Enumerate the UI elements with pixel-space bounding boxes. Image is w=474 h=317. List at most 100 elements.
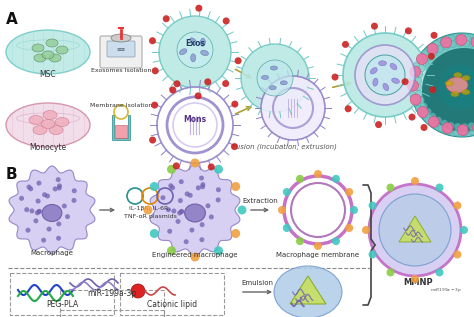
Text: Macrophage: Macrophage bbox=[30, 250, 73, 256]
Circle shape bbox=[369, 184, 461, 276]
Text: Membrane Isolation: Membrane Isolation bbox=[90, 103, 152, 108]
Circle shape bbox=[188, 193, 193, 198]
Circle shape bbox=[65, 214, 70, 219]
Circle shape bbox=[55, 177, 61, 182]
Ellipse shape bbox=[49, 54, 61, 62]
Circle shape bbox=[167, 165, 176, 174]
Ellipse shape bbox=[46, 39, 58, 47]
Circle shape bbox=[166, 207, 171, 212]
Circle shape bbox=[56, 236, 61, 241]
Circle shape bbox=[409, 84, 416, 91]
Circle shape bbox=[342, 41, 349, 48]
Circle shape bbox=[401, 78, 409, 85]
Circle shape bbox=[464, 34, 471, 41]
Circle shape bbox=[37, 209, 42, 214]
Circle shape bbox=[241, 44, 309, 112]
Circle shape bbox=[442, 123, 453, 133]
Circle shape bbox=[26, 228, 30, 233]
Ellipse shape bbox=[42, 51, 54, 59]
Circle shape bbox=[195, 5, 202, 12]
Circle shape bbox=[56, 221, 61, 226]
Text: Exosomes Isolation: Exosomes Isolation bbox=[91, 68, 151, 73]
Circle shape bbox=[416, 71, 423, 78]
Circle shape bbox=[144, 205, 153, 215]
Circle shape bbox=[456, 35, 467, 45]
Circle shape bbox=[149, 137, 156, 144]
Circle shape bbox=[45, 194, 50, 198]
Circle shape bbox=[175, 219, 181, 224]
Text: IL-1βR, IL-6R,: IL-1βR, IL-6R, bbox=[129, 206, 171, 211]
Circle shape bbox=[412, 99, 419, 106]
Circle shape bbox=[447, 122, 454, 129]
Circle shape bbox=[168, 183, 173, 188]
Circle shape bbox=[415, 106, 422, 113]
Circle shape bbox=[420, 124, 428, 131]
Circle shape bbox=[471, 36, 474, 42]
Circle shape bbox=[456, 34, 463, 41]
Circle shape bbox=[463, 40, 470, 47]
Circle shape bbox=[178, 198, 183, 203]
Circle shape bbox=[41, 238, 46, 243]
Circle shape bbox=[170, 185, 175, 190]
Circle shape bbox=[345, 188, 353, 196]
Ellipse shape bbox=[274, 266, 342, 317]
Circle shape bbox=[150, 182, 159, 191]
Circle shape bbox=[214, 165, 223, 174]
Circle shape bbox=[369, 202, 376, 210]
Circle shape bbox=[427, 43, 438, 55]
Circle shape bbox=[386, 268, 394, 276]
Circle shape bbox=[417, 54, 428, 65]
Ellipse shape bbox=[184, 204, 205, 222]
Circle shape bbox=[461, 123, 468, 130]
Polygon shape bbox=[399, 216, 431, 242]
Circle shape bbox=[438, 125, 446, 132]
Text: Cationic lipid: Cationic lipid bbox=[147, 300, 197, 309]
Polygon shape bbox=[115, 125, 127, 138]
Text: Emulsion: Emulsion bbox=[241, 280, 273, 286]
Text: A: A bbox=[6, 12, 18, 27]
Circle shape bbox=[46, 227, 52, 232]
Circle shape bbox=[440, 37, 447, 44]
Circle shape bbox=[196, 185, 201, 190]
Ellipse shape bbox=[446, 77, 468, 93]
Circle shape bbox=[231, 229, 240, 238]
Circle shape bbox=[199, 176, 204, 181]
Circle shape bbox=[231, 182, 240, 191]
Ellipse shape bbox=[462, 90, 470, 95]
Circle shape bbox=[454, 202, 461, 210]
Circle shape bbox=[314, 242, 322, 250]
Circle shape bbox=[231, 143, 238, 150]
Circle shape bbox=[151, 101, 158, 109]
Ellipse shape bbox=[190, 38, 196, 44]
Text: Fusion (incubation, extrusion): Fusion (incubation, extrusion) bbox=[232, 143, 337, 150]
Circle shape bbox=[355, 45, 415, 105]
Circle shape bbox=[470, 41, 474, 48]
Circle shape bbox=[460, 226, 468, 234]
Circle shape bbox=[431, 49, 438, 56]
Circle shape bbox=[261, 76, 325, 140]
Circle shape bbox=[150, 229, 159, 238]
Circle shape bbox=[173, 162, 180, 169]
Circle shape bbox=[167, 229, 172, 234]
Circle shape bbox=[472, 122, 474, 133]
Circle shape bbox=[426, 54, 433, 61]
Circle shape bbox=[177, 32, 213, 68]
Circle shape bbox=[27, 184, 31, 190]
Ellipse shape bbox=[378, 61, 386, 66]
FancyBboxPatch shape bbox=[100, 36, 142, 68]
Circle shape bbox=[53, 186, 58, 191]
Circle shape bbox=[231, 100, 238, 107]
Ellipse shape bbox=[392, 78, 400, 83]
Circle shape bbox=[408, 80, 419, 91]
Ellipse shape bbox=[6, 103, 90, 147]
Ellipse shape bbox=[262, 75, 268, 80]
Circle shape bbox=[200, 237, 204, 242]
Circle shape bbox=[173, 80, 181, 87]
Circle shape bbox=[57, 184, 62, 188]
Circle shape bbox=[283, 224, 291, 232]
Circle shape bbox=[443, 42, 449, 49]
Circle shape bbox=[435, 117, 442, 124]
Circle shape bbox=[200, 184, 205, 189]
Circle shape bbox=[409, 77, 416, 84]
Circle shape bbox=[179, 179, 184, 184]
